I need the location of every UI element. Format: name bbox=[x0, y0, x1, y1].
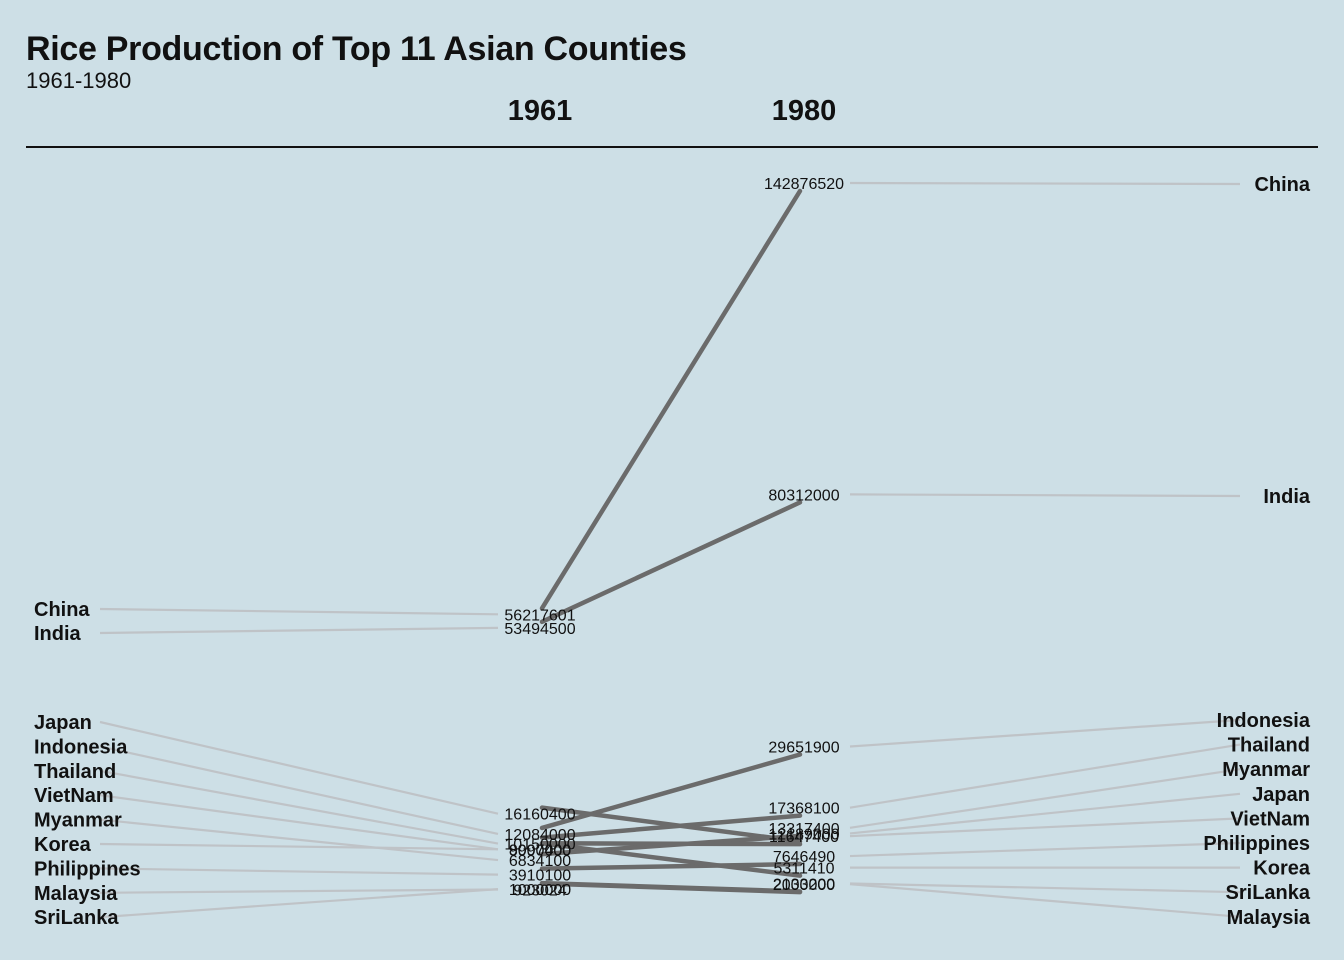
value-label-1980-thailand: 17368100 bbox=[768, 801, 839, 818]
right-label-vietnam: VietNam bbox=[1230, 808, 1310, 830]
connector-right-china bbox=[849, 181, 1241, 186]
connector-right-indonesia bbox=[849, 718, 1241, 748]
value-label-1961-philippines: 3910100 bbox=[509, 868, 571, 885]
value-label-1980-philippines: 7646490 bbox=[773, 849, 835, 866]
connector-left-indonesia bbox=[99, 745, 499, 836]
left-label-india: India bbox=[34, 623, 82, 645]
slope-line-malaysia bbox=[539, 881, 803, 895]
right-label-myanmar: Myanmar bbox=[1222, 759, 1310, 781]
connector-left-myanmar bbox=[99, 818, 499, 862]
left-label-srilanka: SriLanka bbox=[34, 907, 119, 929]
right-label-japan: Japan bbox=[1252, 784, 1310, 806]
connector-right-japan bbox=[849, 792, 1241, 835]
left-label-philippines: Philippines bbox=[34, 858, 141, 880]
slope-line-korea bbox=[539, 841, 803, 878]
column-label-1961: 1961 bbox=[508, 95, 573, 127]
value-label-1961-myanmar: 6834100 bbox=[509, 853, 571, 870]
left-label-china: China bbox=[34, 599, 90, 621]
left-label-thailand: Thailand bbox=[34, 761, 116, 783]
right-label-philippines: Philippines bbox=[1203, 833, 1310, 855]
chart-title: Rice Production of Top 11 Asian Counties bbox=[26, 30, 687, 68]
column-label-1980: 1980 bbox=[772, 95, 837, 127]
slope-line-vietnam bbox=[539, 841, 803, 847]
right-label-korea: Korea bbox=[1253, 858, 1311, 880]
slope-line-philippines bbox=[539, 861, 803, 871]
value-label-1980-india: 80312000 bbox=[768, 487, 839, 504]
value-label-1961-vietnam: 9000000 bbox=[509, 842, 571, 859]
value-label-1961-china: 56217601 bbox=[504, 607, 575, 624]
value-label-1980-srilanka: 2133200 bbox=[773, 876, 835, 893]
connector-left-thailand bbox=[99, 769, 499, 845]
value-label-1961-japan: 16160400 bbox=[504, 807, 575, 824]
left-label-myanmar: Myanmar bbox=[34, 810, 122, 832]
right-label-indonesia: Indonesia bbox=[1217, 710, 1311, 732]
connector-left-japan bbox=[99, 720, 499, 815]
value-label-1980-malaysia: 2000000 bbox=[773, 877, 835, 894]
connector-right-india bbox=[849, 493, 1241, 498]
left-label-vietnam: VietNam bbox=[34, 785, 114, 807]
slope-line-china bbox=[539, 188, 803, 611]
connector-right-myanmar bbox=[849, 768, 1241, 829]
right-label-srilanka: SriLanka bbox=[1226, 882, 1311, 904]
left-label-indonesia: Indonesia bbox=[34, 736, 128, 758]
value-label-1980-korea: 5311410 bbox=[773, 861, 834, 878]
connector-right-philippines bbox=[849, 841, 1241, 858]
right-label-india: India bbox=[1263, 486, 1311, 508]
value-label-1980-china: 142876520 bbox=[764, 176, 844, 193]
connector-right-thailand bbox=[849, 743, 1241, 809]
value-label-1961-india: 53494500 bbox=[504, 621, 575, 638]
value-label-1961-indonesia: 12084000 bbox=[504, 827, 575, 844]
right-label-thailand: Thailand bbox=[1228, 735, 1310, 757]
connector-right-srilanka bbox=[849, 882, 1241, 894]
chart-subtitle: 1961-1980 bbox=[26, 68, 132, 93]
value-label-1961-srilanka: 1000000 bbox=[509, 882, 571, 899]
connector-left-korea bbox=[99, 842, 499, 851]
value-label-1961-malaysia: 923024 bbox=[513, 883, 566, 900]
value-label-1961-thailand: 10150000 bbox=[504, 837, 575, 854]
right-label-china: China bbox=[1254, 174, 1310, 196]
slope-line-india bbox=[539, 500, 803, 625]
value-label-1961-korea: 8997400 bbox=[509, 842, 571, 859]
connector-left-malaysia bbox=[99, 888, 499, 894]
value-label-1980-japan: 12189000 bbox=[768, 826, 839, 843]
left-label-malaysia: Malaysia bbox=[34, 883, 118, 905]
right-label-malaysia: Malaysia bbox=[1227, 907, 1311, 929]
connector-left-china bbox=[99, 607, 499, 616]
connector-left-philippines bbox=[99, 867, 499, 876]
connector-left-india bbox=[99, 626, 499, 635]
slope-line-indonesia bbox=[539, 752, 803, 831]
left-label-korea: Korea bbox=[34, 834, 92, 856]
slope-line-japan bbox=[539, 805, 803, 844]
slope-lines bbox=[539, 188, 803, 895]
value-label-1980-myanmar: 13317400 bbox=[768, 821, 839, 838]
value-label-1980-vietnam: 11647400 bbox=[769, 829, 839, 846]
connector-right-vietnam bbox=[849, 817, 1241, 838]
connector-right-malaysia bbox=[849, 883, 1241, 918]
connector-lines bbox=[99, 181, 1241, 919]
left-label-japan: Japan bbox=[34, 712, 92, 734]
connector-left-srilanka bbox=[99, 888, 499, 919]
chart-labels: China China 56217601 142876520 India India 534… bbox=[34, 174, 1311, 929]
value-label-1980-indonesia: 29651900 bbox=[768, 740, 839, 757]
connector-left-vietnam bbox=[99, 794, 499, 851]
